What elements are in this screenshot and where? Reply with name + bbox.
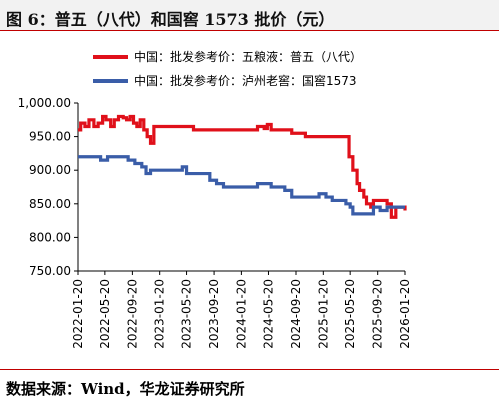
source-note: 数据来源：Wind，华龙证券研究所 bbox=[6, 380, 245, 398]
line-chart: 中国：批发参考价：五粮液：普五（八代）中国：批发参考价：泸州老窖：国窖1573 … bbox=[18, 49, 412, 349]
y-tick-label: 750.00 bbox=[29, 264, 71, 278]
x-tick-label: 2025-09-20 bbox=[371, 279, 385, 349]
x-tick-label: 2024-05-20 bbox=[261, 279, 275, 349]
axes: 750.00 800.00 850.00 900.00 950.00 1,000.00 20… bbox=[18, 96, 412, 349]
series-line-1 bbox=[78, 114, 407, 219]
x-tick-label: 2024-09-20 bbox=[289, 279, 303, 349]
legend-label-1: 中国：批发参考价：五粮液：普五（八代） bbox=[134, 49, 362, 64]
x-tick-label: 2025-01-20 bbox=[316, 279, 330, 349]
x-tick-label: 2022-01-20 bbox=[71, 279, 85, 349]
x-tick-label: 2023-05-20 bbox=[180, 279, 194, 349]
x-tick-label: 2025-05-20 bbox=[343, 279, 357, 349]
legend-label-2: 中国：批发参考价：泸州老窖：国窖1573 bbox=[134, 73, 357, 88]
x-tick-label: 2023-01-20 bbox=[153, 279, 167, 349]
x-tick-label: 2022-09-20 bbox=[125, 279, 139, 349]
x-tick-label: 2026-01-20 bbox=[398, 279, 412, 349]
source-bar: 数据来源：Wind，华龙证券研究所 bbox=[0, 369, 499, 408]
y-tick-label: 950.00 bbox=[29, 130, 71, 144]
legend: 中国：批发参考价：五粮液：普五（八代） 中国：批发参考价：泸州老窖：国窖1573 bbox=[93, 49, 362, 88]
y-tick-label: 1,000.00 bbox=[18, 96, 71, 110]
y-tick-label: 800.00 bbox=[29, 230, 71, 244]
series-line-2 bbox=[78, 155, 405, 216]
y-tick-label: 900.00 bbox=[29, 163, 71, 177]
x-tick-label: 2022-05-20 bbox=[98, 279, 112, 349]
figure-title: 图 6：普五（八代）和国窖 1573 批价（元） bbox=[6, 10, 335, 29]
x-tick-label: 2024-01-20 bbox=[234, 279, 248, 349]
series-group bbox=[78, 114, 407, 219]
x-tick-label: 2023-09-20 bbox=[207, 279, 221, 349]
y-tick-label: 850.00 bbox=[29, 197, 71, 211]
title-bar: 图 6：普五（八代）和国窖 1573 批价（元） bbox=[0, 0, 499, 31]
